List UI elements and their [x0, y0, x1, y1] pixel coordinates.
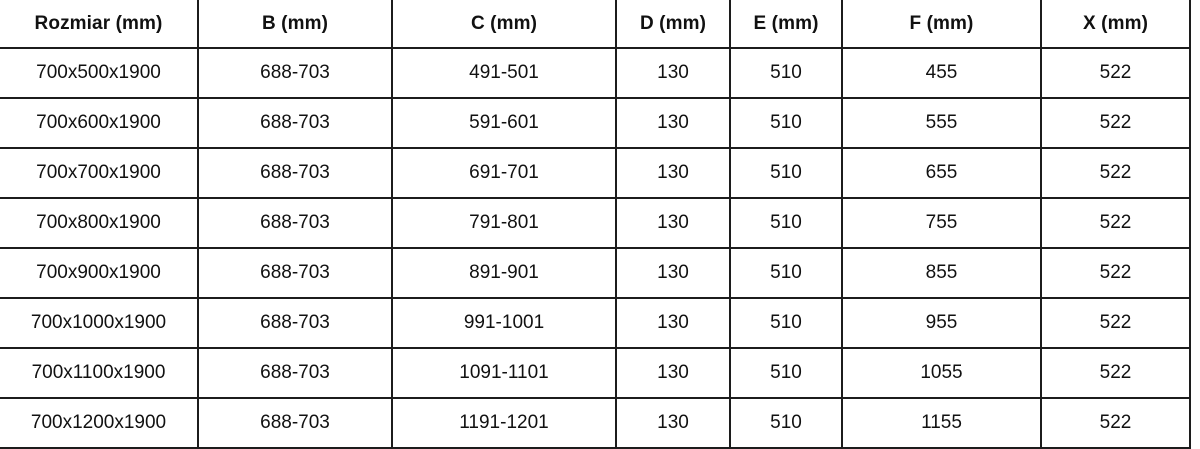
cell-e: 510: [729, 297, 842, 349]
cell-c: 891-901: [391, 247, 616, 299]
cell-e: 510: [729, 347, 842, 399]
cell-d: 130: [615, 297, 730, 349]
cell-d: 130: [615, 197, 730, 249]
cell-x: 522: [1040, 297, 1191, 349]
column-header-d: D (mm): [615, 0, 730, 49]
cell-d: 130: [615, 97, 730, 149]
cell-b: 688-703: [197, 397, 392, 449]
cell-f: 855: [841, 247, 1041, 299]
cell-f: 1155: [841, 397, 1041, 449]
cell-d: 130: [615, 397, 730, 449]
cell-e: 510: [729, 247, 842, 299]
cell-x: 522: [1040, 397, 1191, 449]
table-row: 700x500x1900 688-703 491-501 130 510 455 522: [0, 48, 1191, 99]
cell-e: 510: [729, 48, 842, 99]
cell-f: 1055: [841, 347, 1041, 399]
table-row: 700x700x1900 688-703 691-701 130 510 655 522: [0, 147, 1191, 199]
cell-b: 688-703: [197, 48, 392, 99]
cell-f: 555: [841, 97, 1041, 149]
cell-b: 688-703: [197, 197, 392, 249]
cell-size: 700x1200x1900: [0, 397, 198, 449]
cell-c: 991-1001: [391, 297, 616, 349]
cell-c: 791-801: [391, 197, 616, 249]
table-row: 700x1000x1900 688-703 991-1001 130 510 955 522: [0, 297, 1191, 349]
table-row: 700x1200x1900 688-703 1191-1201 130 510 1155 5…: [0, 397, 1191, 449]
table-row: 700x600x1900 688-703 591-601 130 510 555 522: [0, 97, 1191, 149]
cell-e: 510: [729, 197, 842, 249]
table-row: 700x900x1900 688-703 891-901 130 510 855 522: [0, 247, 1191, 299]
cell-x: 522: [1040, 197, 1191, 249]
table-row: 700x800x1900 688-703 791-801 130 510 755 522: [0, 197, 1191, 249]
cell-f: 755: [841, 197, 1041, 249]
table-row: 700x1100x1900 688-703 1091-1101 130 510 1055 5…: [0, 347, 1191, 399]
cell-size: 700x1000x1900: [0, 297, 198, 349]
column-header-b: B (mm): [197, 0, 392, 49]
column-header-e: E (mm): [729, 0, 842, 49]
cell-b: 688-703: [197, 97, 392, 149]
cell-size: 700x700x1900: [0, 147, 198, 199]
cell-f: 455: [841, 48, 1041, 99]
cell-size: 700x900x1900: [0, 247, 198, 299]
cell-x: 522: [1040, 97, 1191, 149]
cell-d: 130: [615, 347, 730, 399]
cell-e: 510: [729, 147, 842, 199]
cell-c: 491-501: [391, 48, 616, 99]
cell-b: 688-703: [197, 247, 392, 299]
column-header-c: C (mm): [391, 0, 616, 49]
cell-x: 522: [1040, 48, 1191, 99]
cell-size: 700x800x1900: [0, 197, 198, 249]
cell-c: 691-701: [391, 147, 616, 199]
cell-e: 510: [729, 97, 842, 149]
cell-f: 655: [841, 147, 1041, 199]
table-header: Rozmiar (mm) B (mm) C (mm) D (mm) E (mm) F (m…: [0, 0, 1191, 49]
cell-d: 130: [615, 247, 730, 299]
cell-f: 955: [841, 297, 1041, 349]
cell-b: 688-703: [197, 347, 392, 399]
cell-x: 522: [1040, 247, 1191, 299]
column-header-x: X (mm): [1040, 0, 1191, 49]
cell-c: 591-601: [391, 97, 616, 149]
cell-size: 700x1100x1900: [0, 347, 198, 399]
cell-e: 510: [729, 397, 842, 449]
cell-x: 522: [1040, 347, 1191, 399]
cell-c: 1191-1201: [391, 397, 616, 449]
table-header-row: Rozmiar (mm) B (mm) C (mm) D (mm) E (mm) F (m…: [0, 0, 1191, 49]
column-header-size: Rozmiar (mm): [0, 0, 198, 49]
table-body: 700x500x1900 688-703 491-501 130 510 455 522 70…: [0, 48, 1191, 449]
cell-d: 130: [615, 147, 730, 199]
cell-size: 700x500x1900: [0, 48, 198, 99]
cell-b: 688-703: [197, 297, 392, 349]
cell-b: 688-703: [197, 147, 392, 199]
cell-c: 1091-1101: [391, 347, 616, 399]
column-header-f: F (mm): [841, 0, 1041, 49]
cell-size: 700x600x1900: [0, 97, 198, 149]
cell-d: 130: [615, 48, 730, 99]
cell-x: 522: [1040, 147, 1191, 199]
